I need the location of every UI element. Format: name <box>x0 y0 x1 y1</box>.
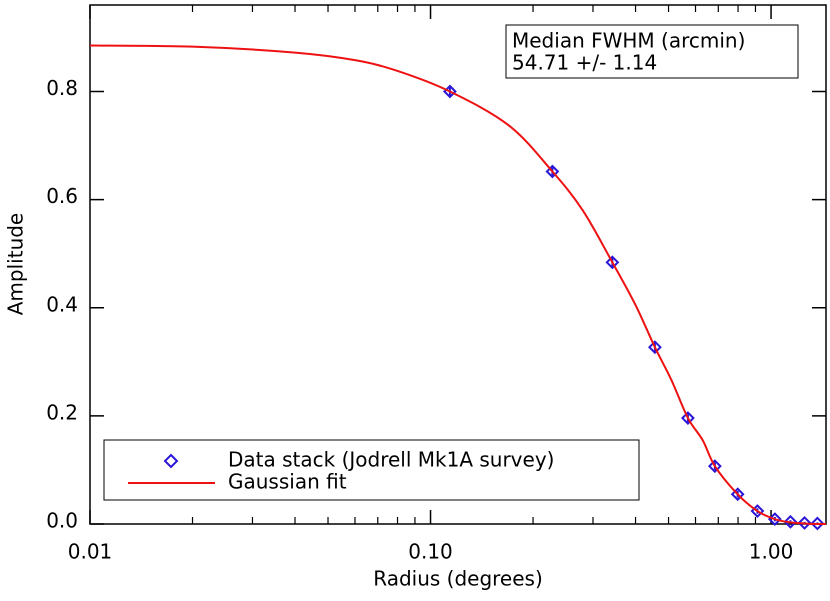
data-point <box>605 255 620 270</box>
data-point <box>810 516 825 531</box>
annotation-box <box>505 24 799 79</box>
x-axis-label: Radius (degrees) <box>373 567 543 591</box>
data-point <box>797 516 812 530</box>
data-point <box>730 487 745 502</box>
y-axis-label: Amplitude <box>4 213 28 316</box>
fit-line <box>89 44 827 526</box>
x-tick-label: 0.01 <box>68 540 113 564</box>
legend <box>103 439 640 501</box>
y-tick-label: 0.8 <box>46 76 78 100</box>
legend-label: Gaussian fit <box>228 470 347 494</box>
y-tick-label: 0.0 <box>46 509 78 533</box>
data-point <box>545 164 560 179</box>
x-tick-label: 0.10 <box>408 540 453 564</box>
annotation-title: Median FWHM (arcmin) <box>512 29 745 53</box>
data-point <box>681 411 695 425</box>
legend-marker <box>163 453 179 469</box>
data-point <box>648 340 662 355</box>
y-tick-label: 0.6 <box>46 184 78 208</box>
data-point <box>707 459 722 474</box>
plot-frame <box>89 4 827 525</box>
x-tick-label: 1.00 <box>749 540 794 564</box>
y-tick-label: 0.2 <box>46 400 78 424</box>
legend-label: Data stack (Jodrell Mk1A survey) <box>228 448 554 472</box>
annotation-text: 54.71 +/- 1.14 <box>512 51 657 75</box>
data-point <box>783 514 798 529</box>
y-tick-label: 0.4 <box>46 292 78 316</box>
